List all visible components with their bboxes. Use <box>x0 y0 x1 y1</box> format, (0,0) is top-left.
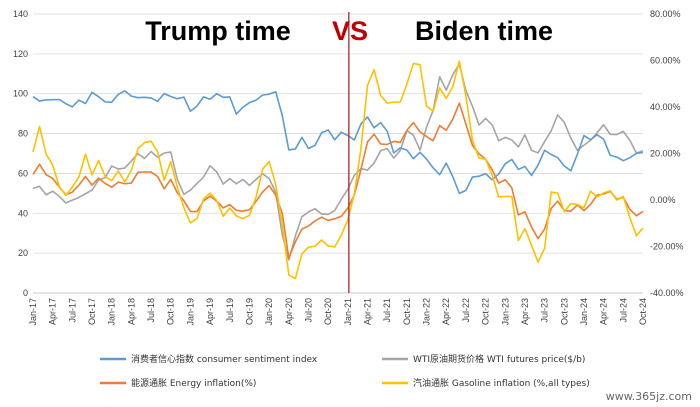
right-tick-label: 0.00% <box>650 195 676 205</box>
x-tick-label: Oct-24 <box>638 298 648 325</box>
series-layer <box>32 60 644 280</box>
x-tick-label: Oct-18 <box>166 298 176 325</box>
x-tick-label: Apr-24 <box>599 298 609 325</box>
watermark: www.365jz.com <box>606 390 692 403</box>
x-tick-label: Jul-17 <box>67 298 77 323</box>
x-tick-label: Jan-24 <box>579 298 589 326</box>
x-tick-label: Jul-22 <box>461 298 471 323</box>
series-line-4 <box>32 60 644 280</box>
x-tick-label: Apr-19 <box>205 298 215 325</box>
left-tick-label: 20 <box>18 248 28 258</box>
x-tick-label: Jul-23 <box>540 298 550 323</box>
vs-label: VS <box>332 16 368 46</box>
x-tick-label: Jan-21 <box>343 298 353 326</box>
right-tick-label: 40.00% <box>650 102 681 112</box>
x-tick-label: Jan-18 <box>107 298 117 326</box>
left-tick-label: 120 <box>13 49 28 59</box>
x-tick-label: Apr-22 <box>441 298 451 325</box>
grid <box>33 13 643 294</box>
right-era-title: Biden time <box>415 16 553 46</box>
right-tick-label: 80.00% <box>650 9 681 19</box>
x-tick-label: Apr-23 <box>520 298 530 325</box>
legend-label: 能源通胀 Energy inflation(%) <box>131 377 256 389</box>
series-line-1 <box>32 90 644 195</box>
right-tick-label: 20.00% <box>650 149 681 159</box>
x-tick-label: Jul-19 <box>225 298 235 323</box>
series-line-3 <box>32 102 644 259</box>
x-tick-label: Jul-18 <box>146 298 156 323</box>
x-tick-label: Jul-24 <box>618 298 628 323</box>
x-tick-label: Oct-21 <box>402 298 412 325</box>
legend-label: 汽油通胀 Gasoline inflation (%,all types) <box>413 377 590 389</box>
x-tick-label: Apr-21 <box>363 298 373 325</box>
right-tick-label: -20.00% <box>650 242 684 252</box>
x-tick-label: Apr-20 <box>284 298 294 325</box>
x-tick-label: Jul-20 <box>303 298 313 323</box>
left-axis: 0 20 40 60 80 100 120 140 <box>13 9 28 298</box>
right-tick-label: 60.00% <box>650 56 681 66</box>
left-era-title: Trump time <box>145 16 291 46</box>
x-tick-label: Jul-21 <box>382 298 392 323</box>
right-tick-label: -40.00% <box>650 288 684 298</box>
left-tick-label: 60 <box>18 168 28 178</box>
x-tick-label: Jan-22 <box>422 298 432 326</box>
left-tick-label: 0 <box>23 288 28 298</box>
legend-label: WTI原油期货价格 WTI futures price($/b) <box>413 353 585 365</box>
x-tick-label: Oct-17 <box>87 298 97 325</box>
x-tick-label: Jan-20 <box>264 298 274 326</box>
x-axis: Jan-17 Apr-17 Jul-17 Oct-17 Jan-18 Apr-18 Jul-… <box>28 292 648 326</box>
left-tick-label: 80 <box>18 129 28 139</box>
x-tick-label: Apr-18 <box>126 298 136 325</box>
x-tick-label: Jan-23 <box>500 298 510 326</box>
x-tick-label: Jan-17 <box>28 298 38 326</box>
x-tick-label: Oct-19 <box>244 298 254 325</box>
x-tick-label: Oct-22 <box>481 298 491 325</box>
left-tick-label: 100 <box>13 89 28 99</box>
x-tick-label: Oct-20 <box>323 298 333 325</box>
x-tick-label: Apr-17 <box>48 298 58 325</box>
x-tick-label: Oct-23 <box>559 298 569 325</box>
legend: 消费者信心指数 consumer sentiment index WTI原油期货价… <box>100 353 590 389</box>
left-tick-label: 40 <box>18 208 28 218</box>
legend-label: 消费者信心指数 consumer sentiment index <box>131 353 318 365</box>
right-axis: -40.00% -20.00% 0.00% 20.00% 40.00% 60.00% 80.… <box>650 9 684 298</box>
x-tick-label: Jan-19 <box>185 298 195 326</box>
left-tick-label: 140 <box>13 9 28 19</box>
